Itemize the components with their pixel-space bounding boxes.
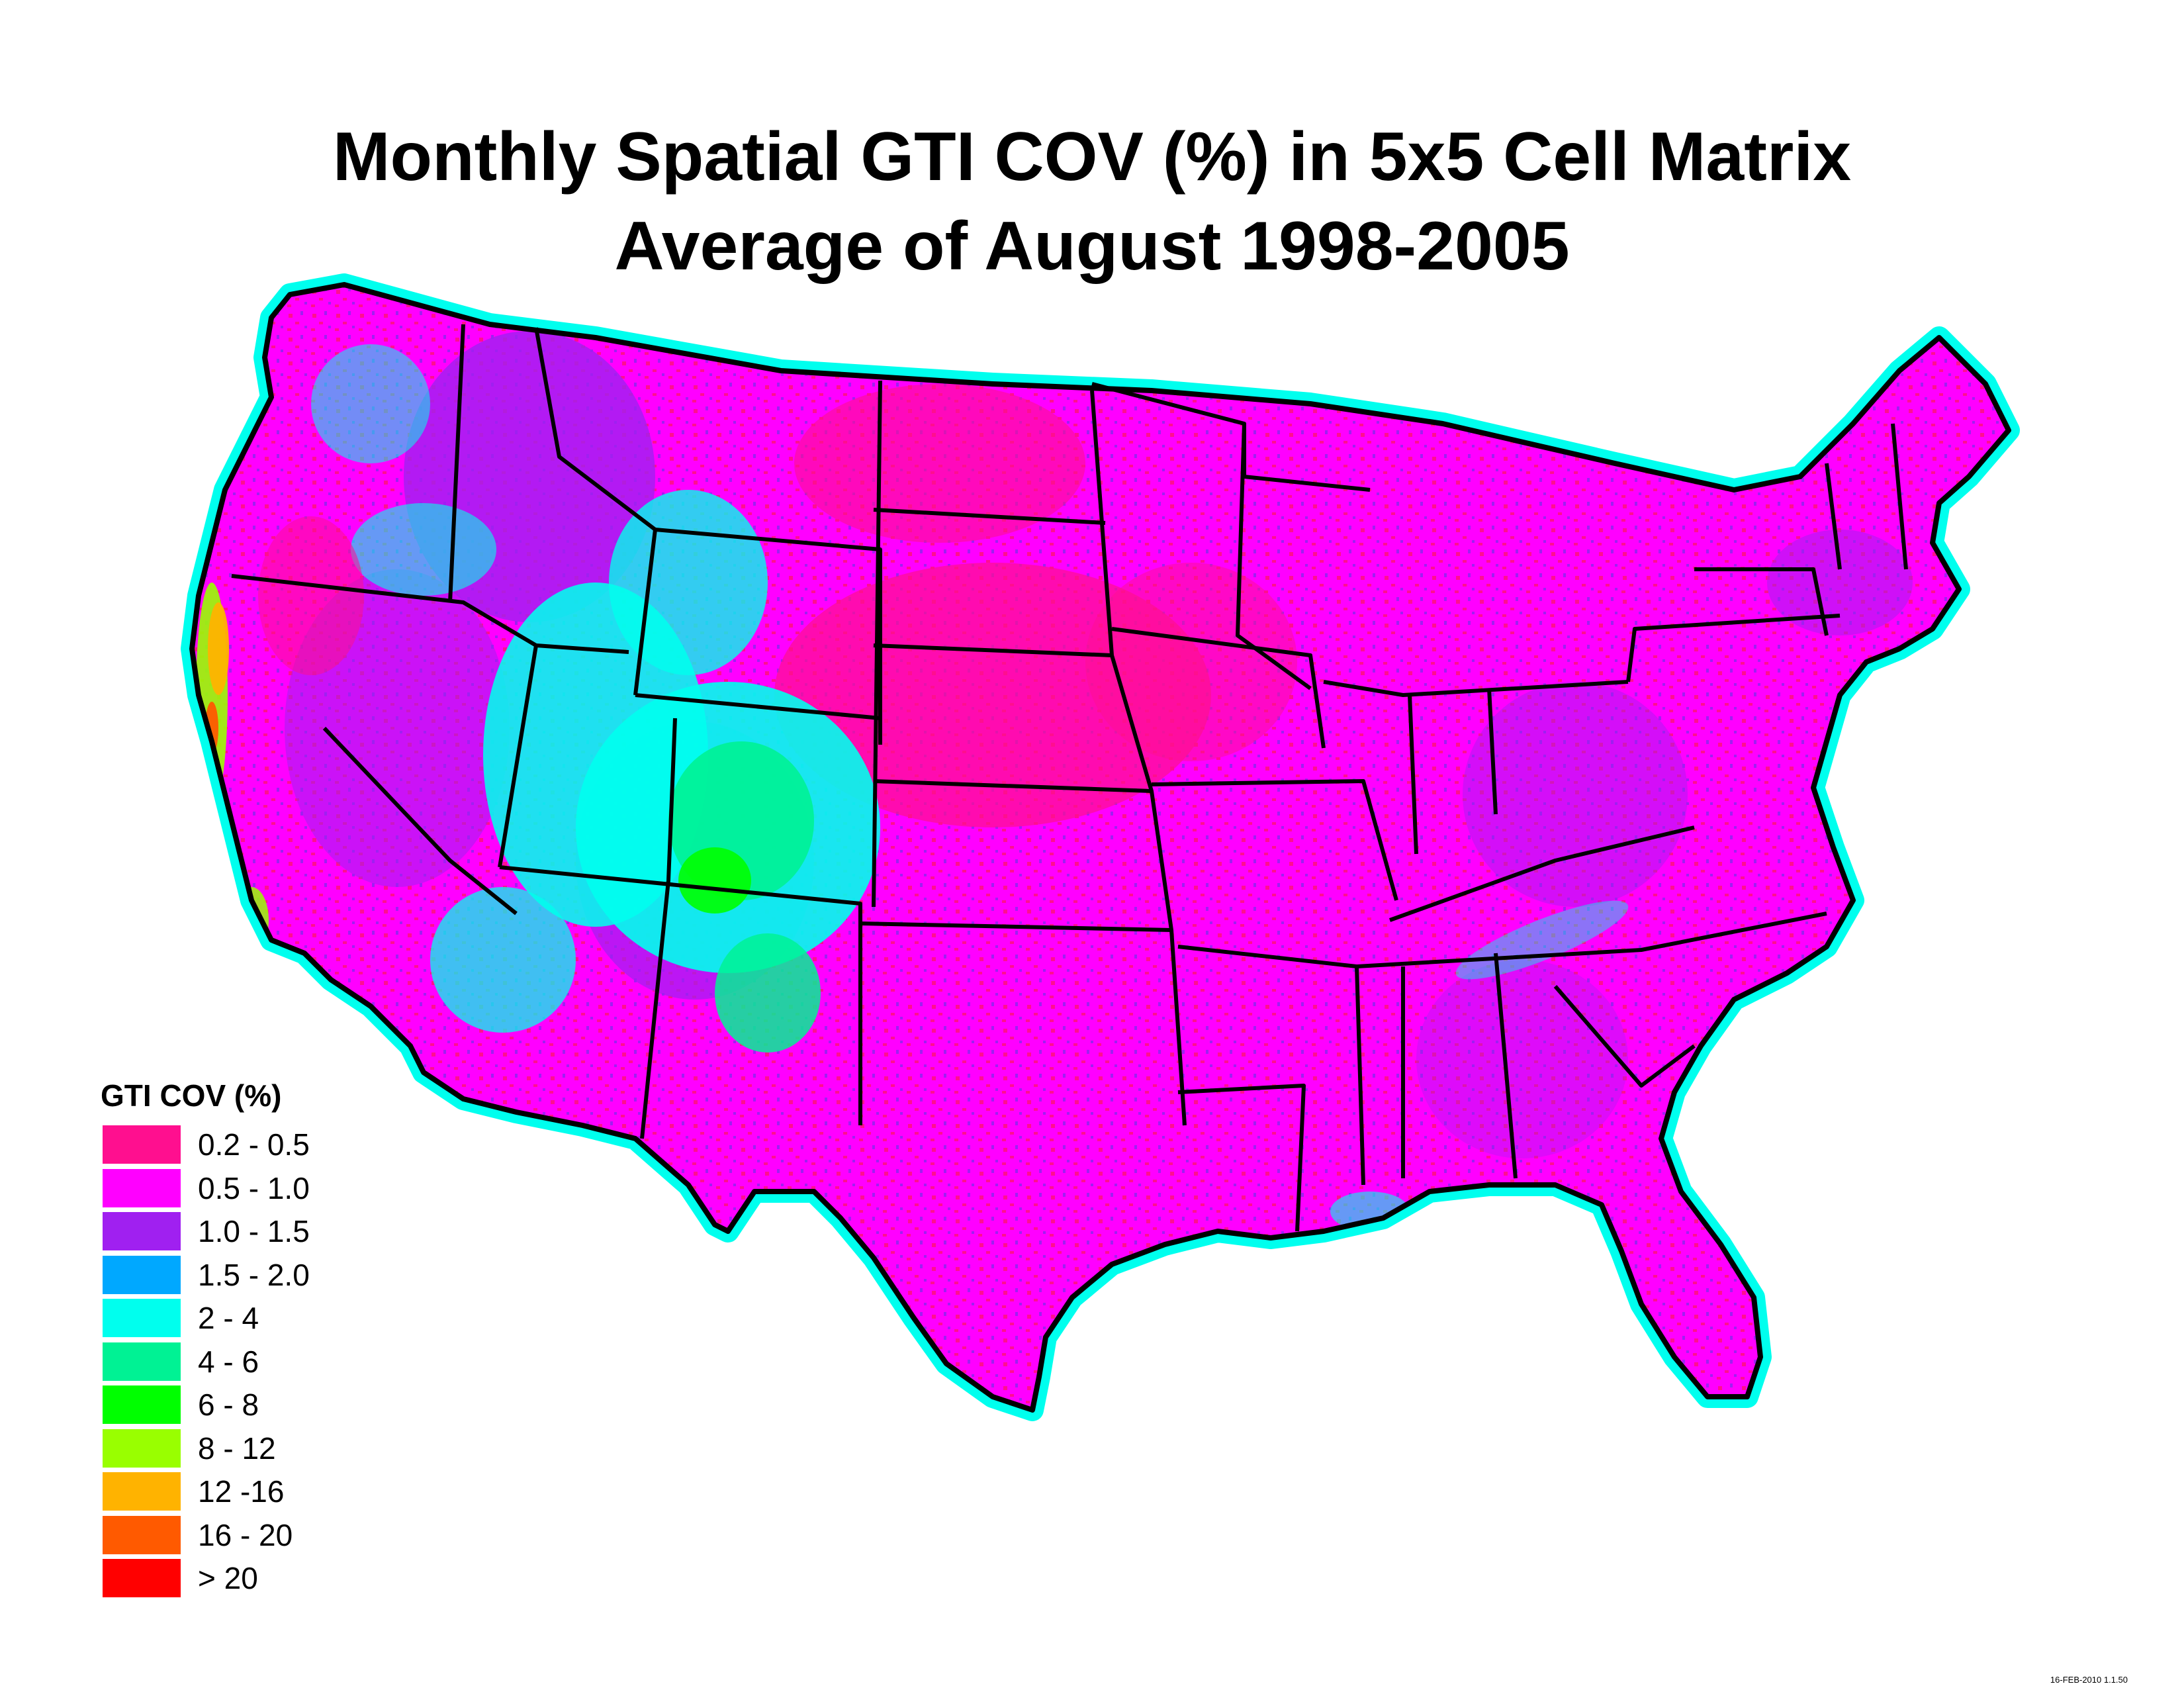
legend-swatch <box>103 1342 181 1381</box>
legend-swatch <box>103 1168 181 1207</box>
legend-swatch <box>103 1255 181 1294</box>
legend-label: 2 - 4 <box>198 1301 259 1335</box>
legend-label: 16 - 20 <box>198 1517 293 1552</box>
map-title: Monthly Spatial GTI COV (%) in 5x5 Cell … <box>332 118 1852 195</box>
legend-swatch <box>103 1212 181 1250</box>
legend-label: 1.5 - 2.0 <box>198 1257 310 1292</box>
legend-swatch <box>103 1472 181 1511</box>
legend-label: 0.5 - 1.0 <box>198 1170 310 1205</box>
state-borders <box>192 285 2009 1410</box>
map-subtitle: Average of August 1998-2005 <box>614 208 1570 285</box>
timestamp-label: 16-FEB-2010 1.1.50 <box>2050 1675 2128 1685</box>
legend-label: 6 - 8 <box>198 1387 259 1422</box>
legend-label: 8 - 12 <box>198 1430 276 1466</box>
legend-label: 1.0 - 1.5 <box>198 1214 310 1248</box>
legend-label: > 20 <box>198 1561 258 1595</box>
legend-title: GTI COV (%) <box>101 1078 282 1113</box>
legend-swatch <box>103 1299 181 1337</box>
legend-swatch <box>103 1559 181 1597</box>
legend-label: 0.2 - 0.5 <box>198 1127 310 1162</box>
legend-swatch <box>103 1429 181 1468</box>
legend-swatch <box>103 1385 181 1424</box>
legend-swatch <box>103 1125 181 1164</box>
legend-label: 4 - 6 <box>198 1344 259 1379</box>
legend-label: 12 -16 <box>198 1474 285 1509</box>
legend-swatch <box>103 1515 181 1554</box>
